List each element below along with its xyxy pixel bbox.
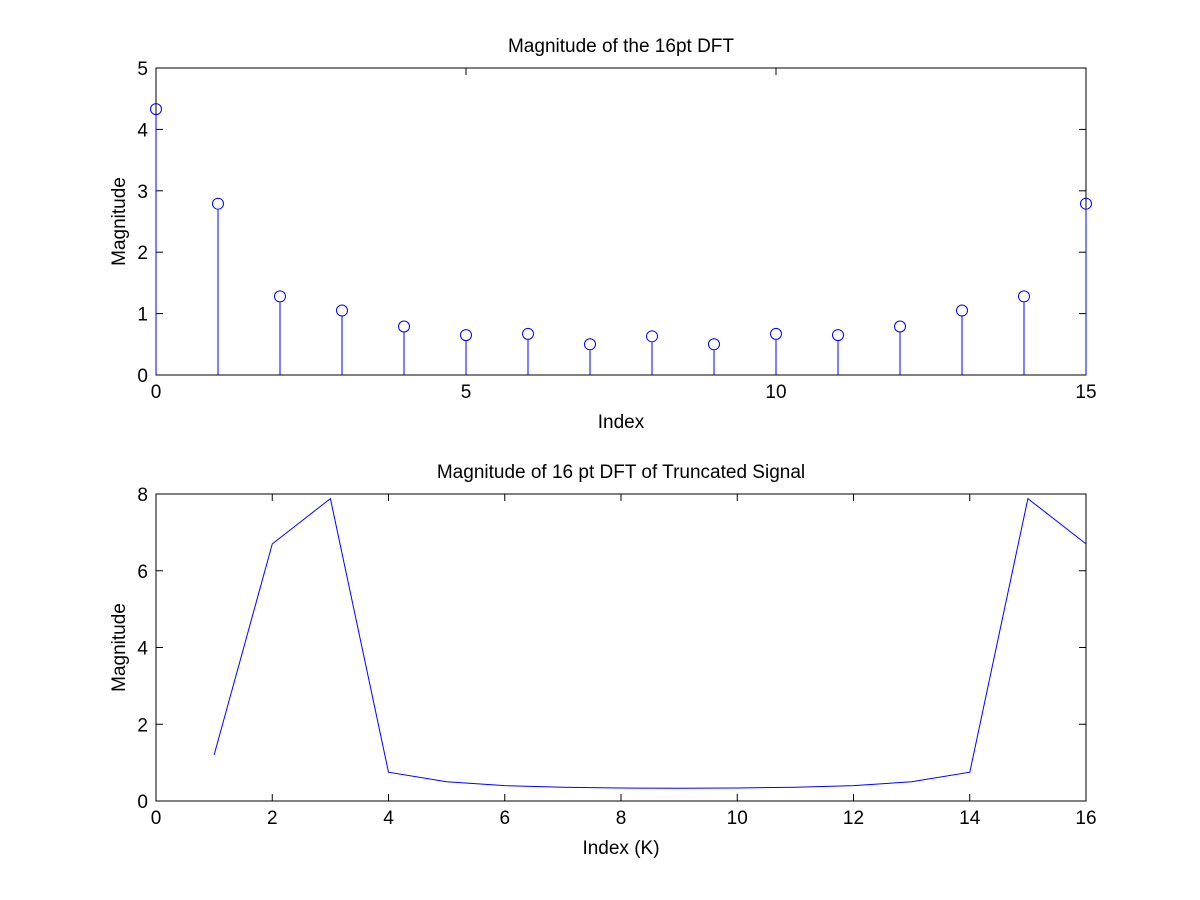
x-tick-label: 12 [843,808,864,829]
y-tick-label: 2 [137,243,148,264]
y-tick-label: 2 [137,715,148,736]
stem-marker [708,338,720,351]
x-tick-label: 8 [616,808,627,829]
stem-marker [150,103,162,116]
bottom-plot: 0 2 4 6 8 10 12 14 16 0 2 4 6 8 Magnitude of 16 pt DFT… [109,462,1097,859]
stem-marker [584,338,596,351]
stem-marker [460,329,472,342]
stem-marker [1018,290,1030,303]
x-axis-label: Index [598,412,645,433]
series-line [213,497,1087,789]
x-tick-label: 15 [1075,382,1096,403]
x-tick-label: 0 [151,808,162,829]
x-tick-label: 2 [267,808,278,829]
top-plot: 0 5 10 15 0 1 2 3 4 5 Magnitude of the 16pt DFT Ind… [109,36,1097,433]
stem-marker [894,320,906,333]
x-tick-label: 4 [383,808,394,829]
axes-box [155,67,1087,376]
y-axis-label: Magnitude [109,177,130,266]
x-tick-label: 0 [151,382,162,403]
stem-marker [646,330,658,343]
x-tick-label: 14 [959,808,981,829]
y-tick-label: 5 [137,59,148,80]
stem-marker [398,320,410,333]
y-axis-label: Magnitude [109,603,130,692]
y-tick-label: 6 [137,562,148,583]
stem-marker [522,327,534,340]
chart-title: Magnitude of the 16pt DFT [508,36,734,57]
x-tick-label: 16 [1075,808,1096,829]
y-tick-label: 8 [137,485,148,506]
x-tick-label: 5 [461,382,472,403]
y-tick-label: 0 [137,366,148,387]
stem-marker [212,197,224,210]
y-tick-label: 1 [137,305,148,326]
stem-marker [956,304,968,317]
x-axis-label: Index (K) [582,838,659,859]
stem-marker [336,304,348,317]
x-tick-label: 6 [499,808,510,829]
chart-title: Magnitude of 16 pt DFT of Truncated Sign… [437,462,805,483]
stem-marker [1080,197,1092,210]
y-tick-label: 0 [137,792,148,813]
x-tick-label: 10 [765,382,786,403]
stem-marker [770,327,782,340]
y-tick-label: 4 [137,639,148,660]
y-tick-label: 3 [137,182,148,203]
y-tick-label: 4 [137,120,148,141]
axes-box [155,493,1087,802]
stem-marker [274,290,286,303]
x-tick-label: 10 [727,808,748,829]
stem-marker [832,329,844,342]
